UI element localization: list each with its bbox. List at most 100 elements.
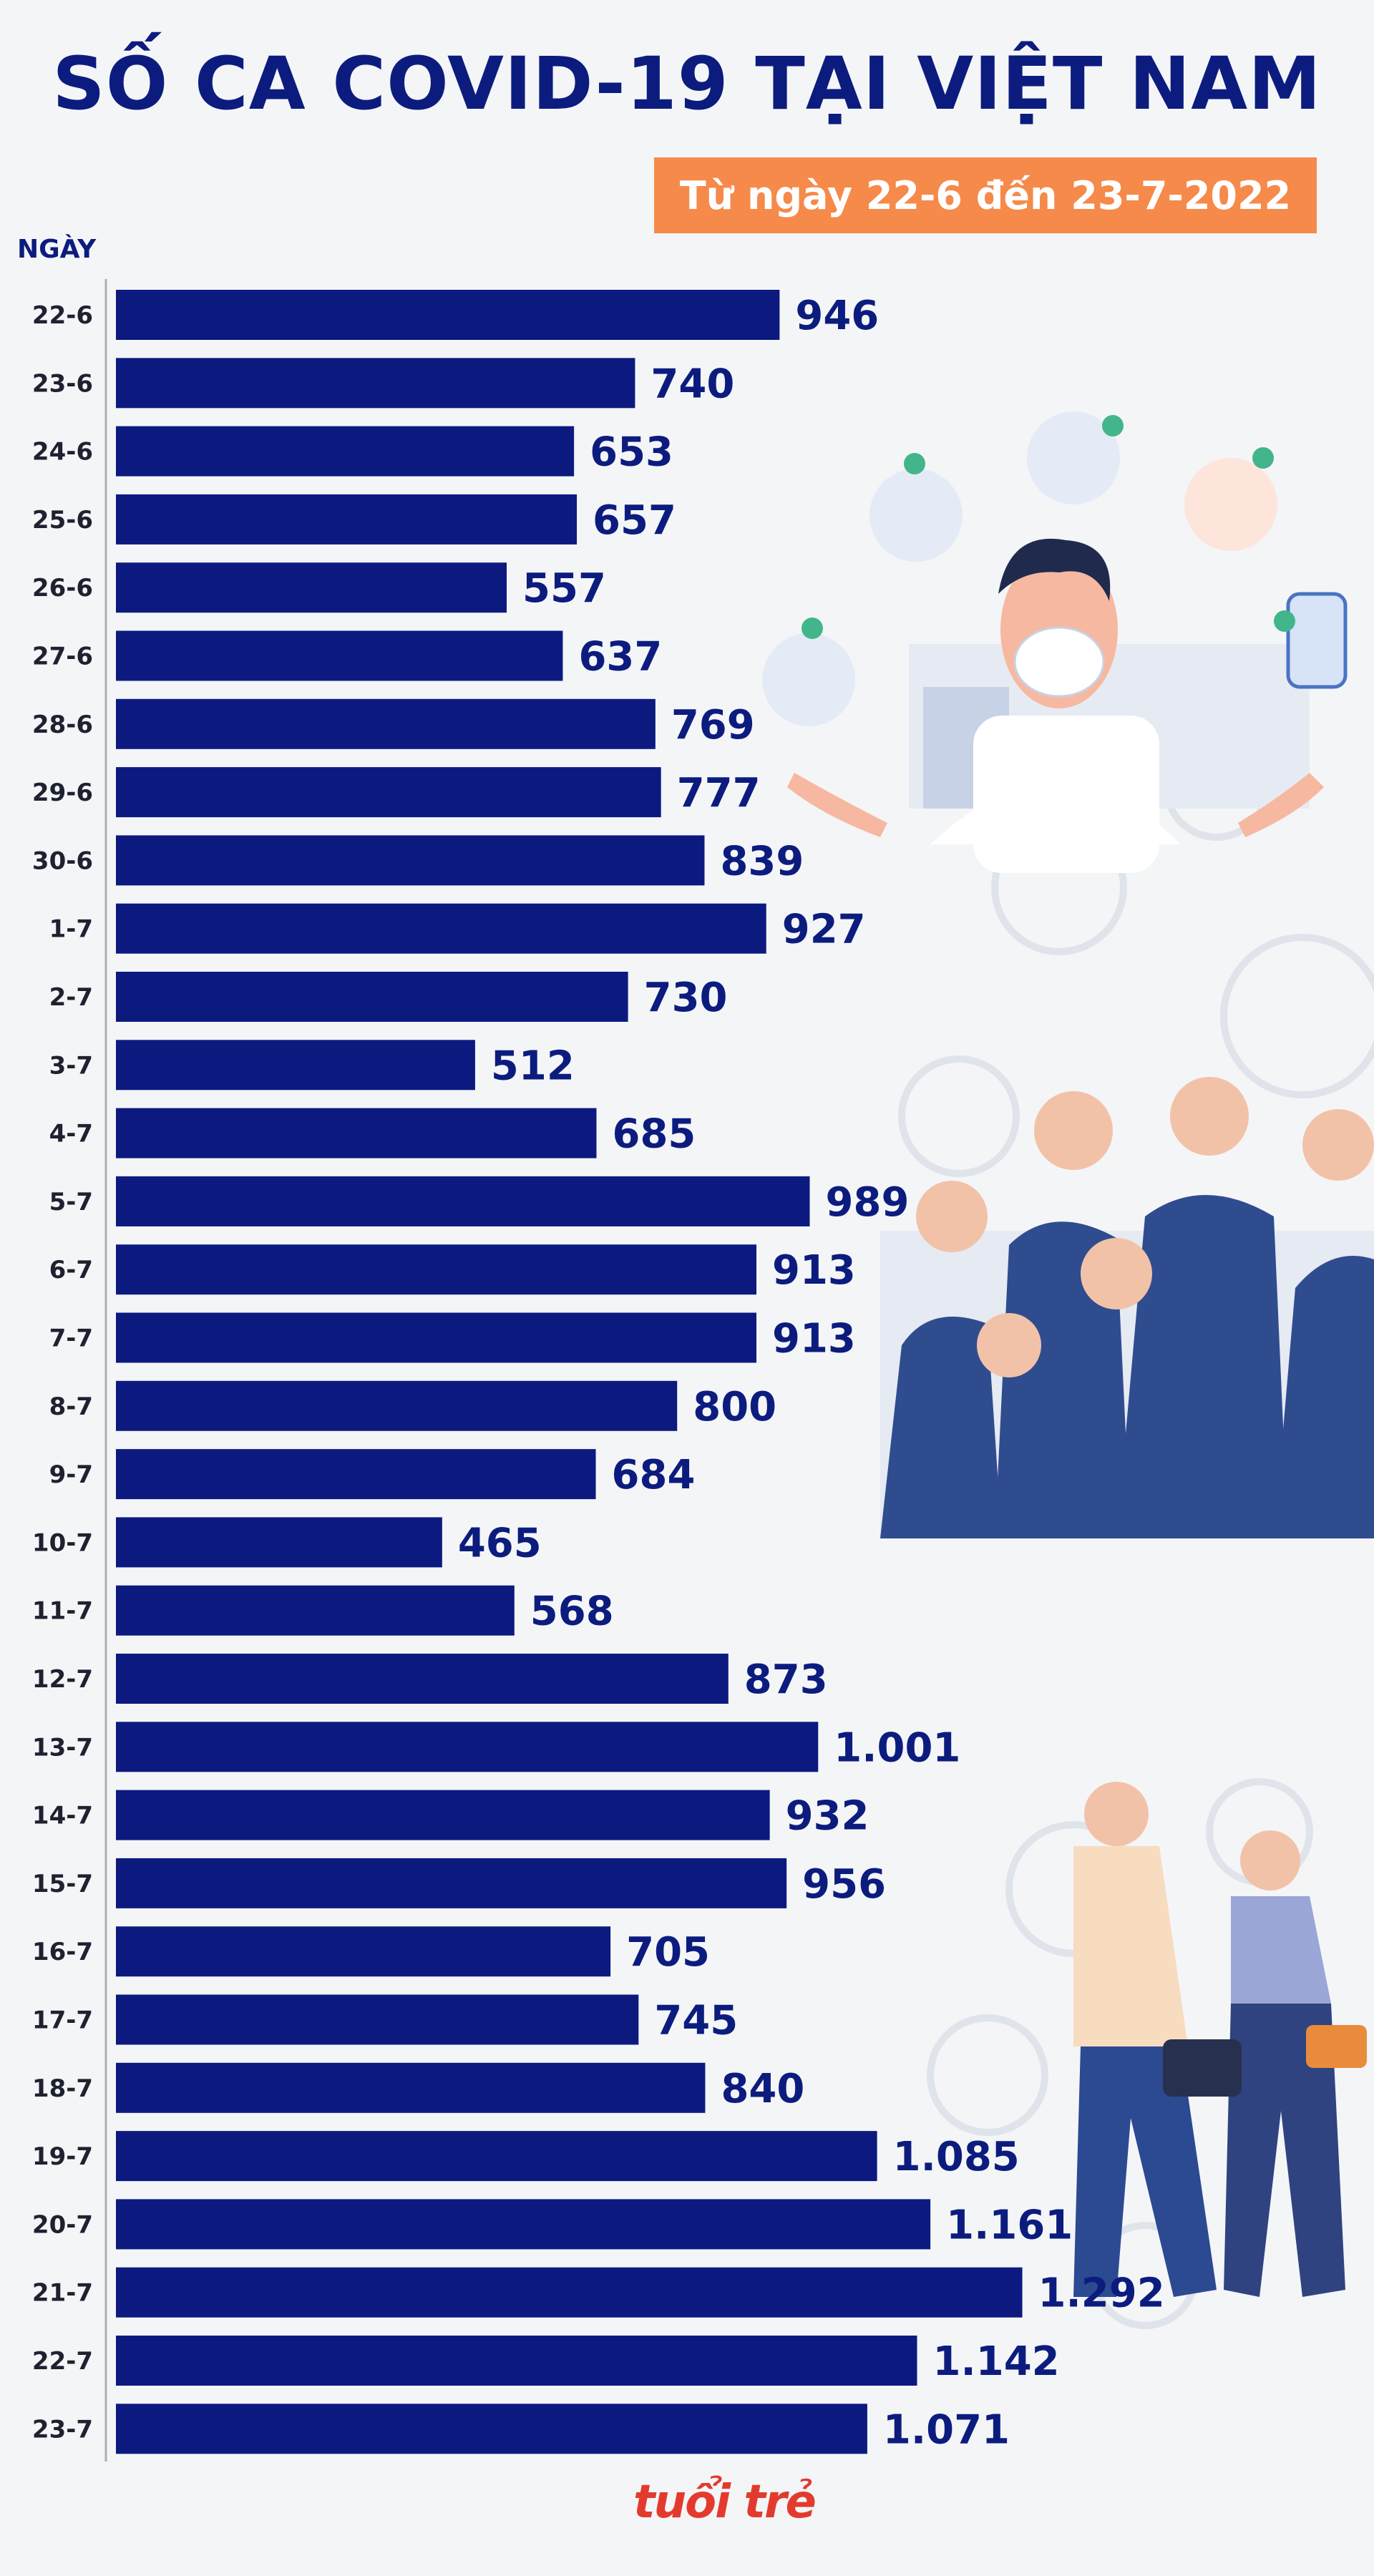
bar: [116, 426, 575, 477]
value-label: 1.071: [883, 2406, 1010, 2453]
bar: [116, 2336, 917, 2386]
bar: [116, 1244, 757, 1295]
value-label: 989: [826, 1179, 910, 1226]
category-label: 15-7: [32, 1870, 93, 1898]
bar: [116, 2131, 877, 2182]
category-label: 22-6: [32, 301, 93, 330]
value-label: 568: [530, 1589, 614, 1635]
bar: [116, 1858, 787, 1908]
value-label: 769: [671, 702, 755, 748]
category-label: 27-6: [32, 643, 93, 671]
bar: [116, 562, 507, 613]
category-label: 23-6: [32, 369, 93, 398]
value-label: 840: [721, 2066, 804, 2112]
bar: [116, 1517, 442, 1568]
category-label: 17-7: [32, 2006, 93, 2035]
value-label: 745: [654, 1998, 738, 2044]
bar: [116, 2062, 706, 2113]
value-label: 705: [626, 1929, 710, 1976]
category-label: 14-7: [32, 1802, 93, 1830]
value-label: 740: [651, 361, 734, 407]
value-label: 1.142: [933, 2338, 1060, 2385]
value-label: 1.292: [1038, 2270, 1165, 2317]
value-label: 637: [578, 634, 662, 680]
bar: [116, 494, 578, 545]
bar: [116, 1585, 515, 1636]
tuoi-tre-logo: tuổi trẻ: [633, 2476, 817, 2529]
value-label: 657: [593, 497, 676, 544]
value-label: 800: [693, 1384, 776, 1430]
y-axis-label: NGÀY: [17, 235, 97, 264]
bar: [116, 2267, 1023, 2318]
category-label: 20-7: [32, 2210, 93, 2239]
bar: [116, 630, 563, 681]
bar: [116, 1994, 639, 2045]
value-label: 1.161: [946, 2202, 1073, 2248]
value-label: 913: [772, 1316, 856, 1362]
category-label: 18-7: [32, 2074, 93, 2103]
bar: [116, 835, 705, 886]
date-range-banner: Từ ngày 22-6 đến 23-7-2022: [654, 157, 1317, 233]
bar: [116, 290, 780, 340]
bar: [116, 767, 661, 818]
category-label: 13-7: [32, 1733, 93, 1762]
value-label: 557: [522, 565, 606, 612]
category-label: 1-7: [49, 915, 93, 944]
category-label: 21-7: [32, 2279, 93, 2308]
value-label: 956: [802, 1861, 886, 1908]
value-label: 913: [772, 1247, 856, 1294]
category-label: 28-6: [32, 711, 93, 739]
category-label: 25-6: [32, 506, 93, 535]
bar: [116, 1790, 770, 1840]
bar: [116, 903, 766, 954]
value-label: 685: [613, 1111, 696, 1158]
bar: [116, 1722, 819, 1772]
value-label: 465: [458, 1520, 542, 1566]
category-label: 2-7: [49, 983, 93, 1012]
category-label: 10-7: [32, 1528, 93, 1557]
category-label: 26-6: [32, 574, 93, 602]
value-label: 932: [786, 1793, 869, 1840]
category-label: 6-7: [49, 1256, 93, 1284]
category-label: 24-6: [32, 438, 93, 467]
bar: [116, 1040, 475, 1091]
category-label: 7-7: [49, 1324, 93, 1353]
value-label: 1.001: [834, 1724, 960, 1771]
category-label: 16-7: [32, 1938, 93, 1966]
category-label: 5-7: [49, 1188, 93, 1216]
value-label: 730: [644, 975, 728, 1021]
bar: [116, 1449, 596, 1500]
category-label: 19-7: [32, 2142, 93, 2171]
category-label: 4-7: [49, 1120, 93, 1148]
value-label: 873: [744, 1657, 828, 1703]
category-label: 23-7: [32, 2415, 93, 2444]
value-label: 946: [795, 293, 879, 339]
bar: [116, 1312, 757, 1363]
value-label: 927: [782, 907, 866, 953]
value-label: 684: [612, 1452, 696, 1498]
category-label: 11-7: [32, 1597, 93, 1626]
bar: [116, 2404, 867, 2454]
bar: [116, 1380, 678, 1431]
bar: [116, 358, 635, 409]
bar: [116, 1926, 611, 1977]
bar: [116, 1654, 729, 1704]
bar: [116, 2199, 931, 2250]
value-label: 777: [677, 770, 761, 816]
chart-title: SỐ CA COVID-19 TẠI VIỆT NAM: [52, 42, 1322, 127]
value-label: 512: [491, 1043, 575, 1089]
date-range-text: Từ ngày 22-6 đến 23-7-2022: [679, 172, 1292, 218]
category-label: 30-6: [32, 847, 93, 875]
category-label: 9-7: [49, 1460, 93, 1489]
category-label: 3-7: [49, 1051, 93, 1080]
value-label: 1.085: [893, 2134, 1020, 2180]
bar: [116, 972, 628, 1022]
category-label: 29-6: [32, 779, 93, 807]
value-label: 653: [590, 429, 673, 476]
category-label: 12-7: [32, 1665, 93, 1694]
category-label: 8-7: [49, 1392, 93, 1421]
value-label: 839: [720, 838, 804, 884]
category-label: 22-7: [32, 2347, 93, 2376]
bar: [116, 1108, 597, 1158]
